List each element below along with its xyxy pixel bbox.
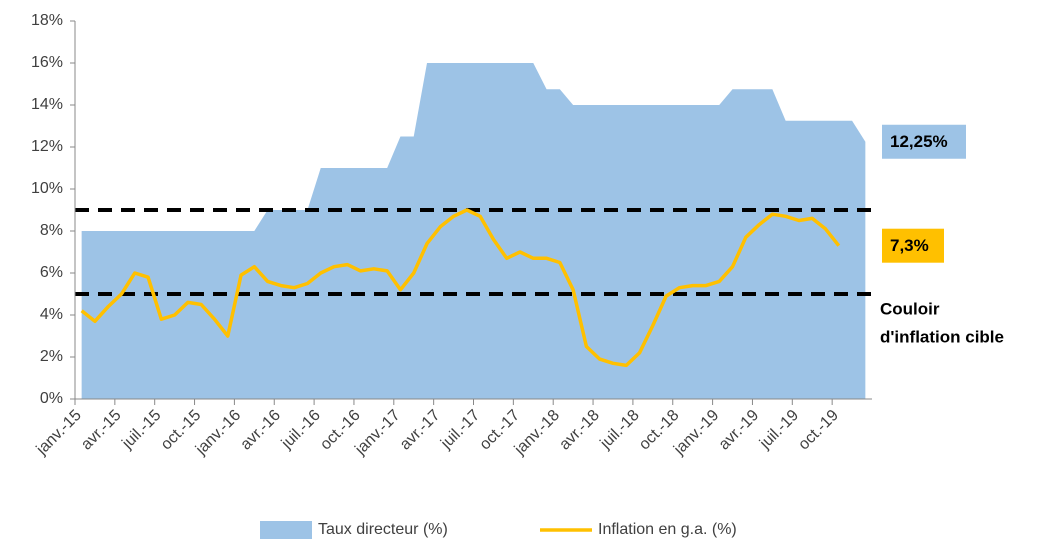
y-tick-label: 8% <box>40 222 63 239</box>
y-tick-label: 12% <box>31 138 63 155</box>
y-tick-label: 10% <box>31 180 63 197</box>
x-tick-label: avr.-15 <box>78 407 125 454</box>
x-tick-label: juil.-19 <box>756 407 802 453</box>
y-tick-label: 2% <box>40 348 63 365</box>
legend-swatch <box>260 521 312 539</box>
y-tick-label: 16% <box>31 54 63 71</box>
x-tick-label: juil.-18 <box>597 407 643 453</box>
x-tick-label: avr.-19 <box>716 407 763 454</box>
x-tick-label: juil.-17 <box>437 407 483 453</box>
annotation: Couloir <box>880 299 940 318</box>
annotation: d'inflation cible <box>880 327 1004 346</box>
x-tick-label: avr.-18 <box>556 407 603 454</box>
legend-label: Inflation en g.a. (%) <box>598 521 737 538</box>
area <box>81 63 866 399</box>
y-tick-label: 18% <box>31 12 63 29</box>
y-tick-label: 14% <box>31 96 63 113</box>
annotation-box <box>882 124 966 159</box>
x-tick-label: juil.-16 <box>278 407 324 453</box>
annotation: 7,3% <box>890 236 929 255</box>
legend-label: Taux directeur (%) <box>318 521 448 538</box>
x-tick-label: oct.-19 <box>795 407 842 454</box>
annotation-box <box>882 228 944 263</box>
y-tick-label: 0% <box>40 390 63 407</box>
y-tick-label: 4% <box>40 306 63 323</box>
x-tick-label: juil.-15 <box>118 407 164 453</box>
annotation: 12,25% <box>890 132 948 151</box>
y-tick-label: 6% <box>40 264 63 281</box>
line <box>80 208 841 368</box>
x-tick-label: avr.-17 <box>397 407 444 454</box>
x-tick-label: avr.-16 <box>237 407 284 454</box>
x-tick-label: janv.-15 <box>33 407 85 459</box>
